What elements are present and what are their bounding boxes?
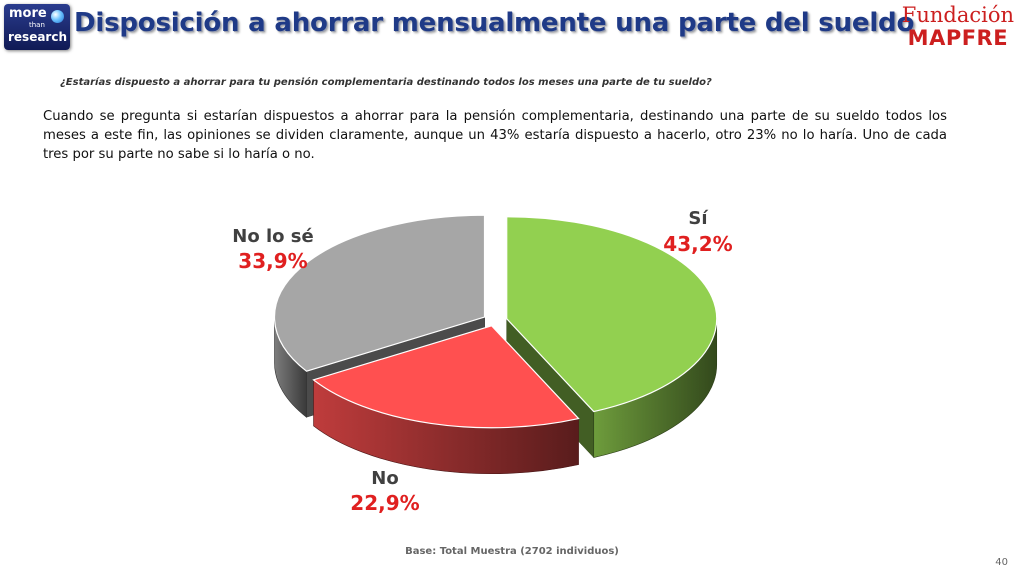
pie-slice: [273, 214, 486, 372]
logo-globe-icon: [51, 10, 64, 23]
category-label: No: [371, 468, 398, 489]
logo-line-1: more: [9, 6, 47, 21]
fundacion-mapfre-logo: Fundación MAPFRE: [902, 3, 1014, 49]
pie-slice: [312, 325, 580, 429]
more-than-research-logo: more than research: [4, 4, 70, 50]
value-label: 22,9%: [350, 491, 419, 515]
survey-question: ¿Estarías dispuesto a ahorrar para tu pe…: [60, 77, 712, 88]
value-label: 43,2%: [663, 232, 732, 256]
pie-slice: [506, 216, 718, 413]
page-number: 40: [995, 557, 1008, 568]
sample-base-note: Base: Total Muestra (2702 individuos): [405, 546, 619, 557]
brand-line-1: Fundación: [901, 3, 1014, 27]
slide-title: Disposición a ahorrar mensualmente una p…: [74, 8, 915, 38]
summary-paragraph: Cuando se pregunta si estarían dispuesto…: [43, 109, 947, 162]
value-label: 33,9%: [238, 249, 307, 273]
logo-line-3: research: [8, 30, 68, 44]
logo-line-2: than: [29, 21, 45, 29]
brand-line-2: MAPFRE: [907, 26, 1009, 50]
category-label: Sí: [688, 208, 708, 229]
category-label: No lo sé: [232, 226, 313, 247]
